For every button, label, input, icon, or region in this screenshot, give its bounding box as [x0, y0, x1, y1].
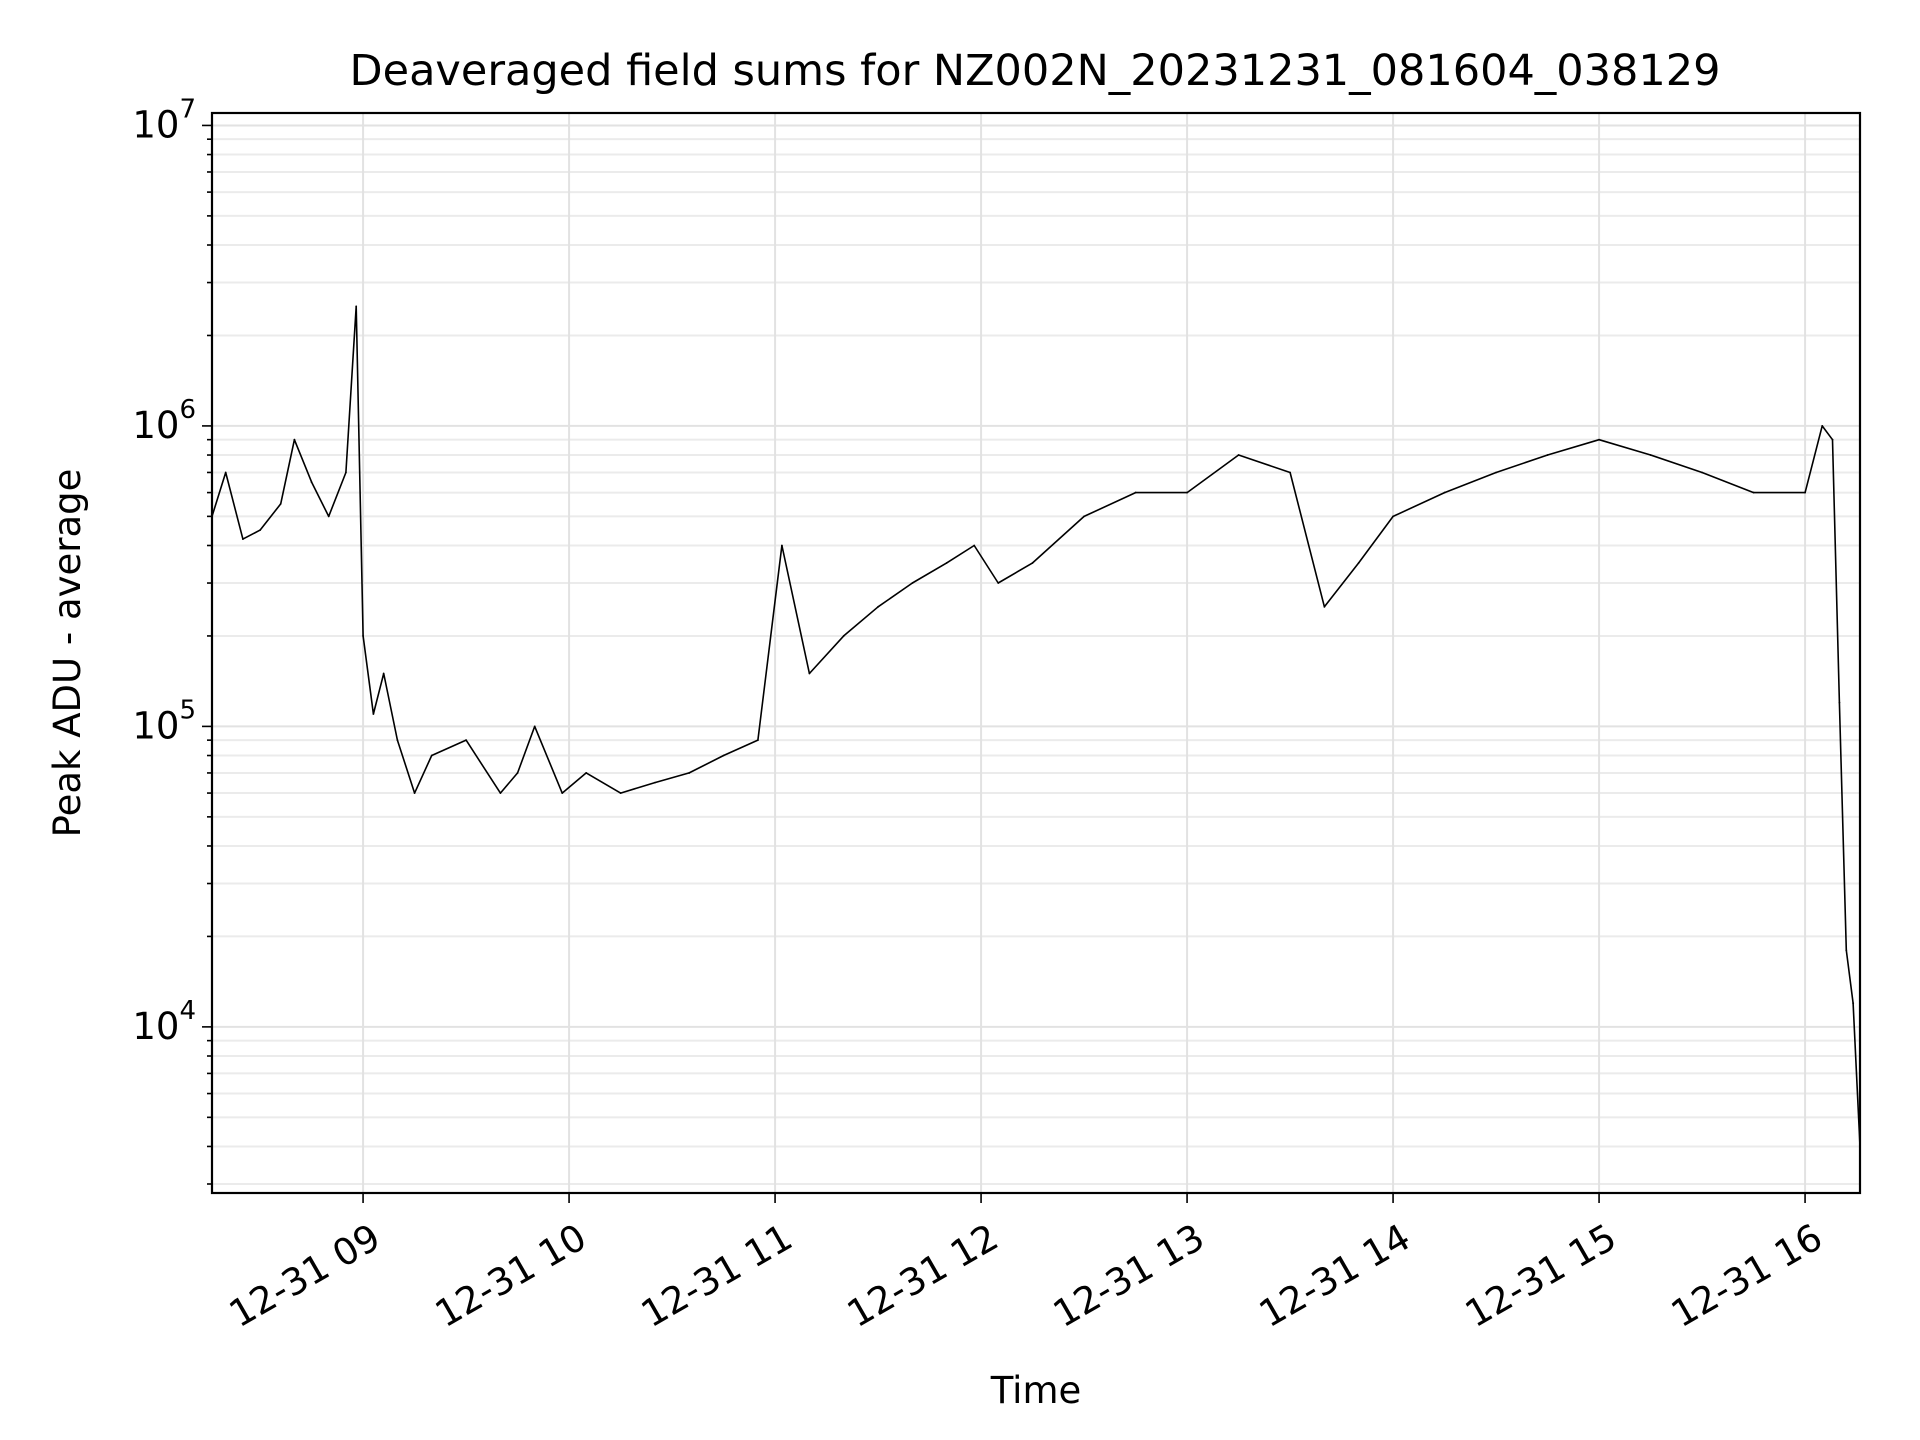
data-point [585, 772, 588, 774]
data-point [310, 481, 313, 484]
data-point [1852, 1002, 1855, 1004]
data-point [757, 739, 759, 742]
data-point [465, 739, 467, 742]
data-point [430, 754, 433, 757]
data-point [973, 544, 976, 547]
data-point [1598, 438, 1600, 441]
data-point [327, 515, 330, 518]
data-point [1831, 438, 1834, 441]
data-layer [211, 305, 1861, 1148]
data-point [1443, 491, 1446, 494]
data-point [1186, 491, 1188, 494]
data-point [1392, 515, 1394, 518]
data-point [654, 781, 656, 784]
data-point [1134, 491, 1137, 494]
data-point [1649, 454, 1652, 456]
data-point [1323, 605, 1326, 608]
data-point [911, 582, 914, 584]
data-point [533, 725, 536, 728]
data-point [877, 605, 879, 608]
y-tick-label: 104 [132, 996, 196, 1048]
data-point [1031, 562, 1034, 564]
data-point [1804, 491, 1806, 494]
data-point [619, 792, 622, 794]
data-point [1821, 425, 1824, 427]
data-point [345, 471, 347, 474]
data-point [293, 438, 296, 441]
data-point [945, 562, 948, 564]
y-tick-label-base: 10 [132, 103, 179, 146]
grid [212, 113, 1860, 1193]
data-point [1237, 454, 1240, 456]
data-point [722, 754, 725, 757]
data-point [499, 792, 502, 794]
data-point [561, 792, 564, 794]
y-tick-label-base: 10 [132, 404, 179, 447]
data-point [1845, 949, 1848, 952]
y-tick-label-exponent: 6 [179, 395, 196, 425]
y-tick-label-base: 10 [132, 1005, 179, 1048]
data-point [781, 544, 783, 547]
x-axis-label: Time [990, 1369, 1082, 1412]
y-tick-label: 105 [132, 695, 196, 747]
y-tick-label: 107 [132, 94, 196, 146]
y-axis-label: Peak ADU - average [46, 469, 89, 838]
data-point [1083, 515, 1085, 518]
y-tick-label-exponent: 4 [179, 996, 196, 1026]
data-point [1289, 471, 1291, 474]
data-point [396, 739, 399, 742]
data-point [413, 792, 416, 794]
data-point [516, 772, 519, 774]
data-point [997, 582, 1000, 584]
data-point [842, 635, 845, 637]
data-point [259, 529, 261, 532]
data-point [279, 503, 282, 505]
series-line [211, 305, 1861, 1147]
y-tick-label-base: 10 [132, 704, 179, 747]
y-tick-label-exponent: 7 [179, 94, 196, 124]
data-point [688, 772, 691, 774]
plot-frame [210, 111, 1862, 1195]
y-tick-label: 106 [132, 395, 196, 447]
data-point [242, 538, 244, 541]
chart-title: Deaveraged field sums for NZ002N_2023123… [350, 46, 1721, 96]
data-point [1357, 562, 1360, 564]
data-point [1701, 471, 1703, 474]
data-point [1495, 471, 1497, 474]
data-point [224, 471, 227, 474]
data-point [355, 305, 358, 308]
data-point [1752, 491, 1755, 494]
data-point [382, 672, 385, 675]
data-point [1838, 701, 1841, 704]
data-point [808, 672, 811, 675]
data-point [362, 635, 364, 637]
data-point [372, 713, 375, 715]
y-tick-label-exponent: 5 [179, 695, 196, 725]
data-point [1546, 454, 1549, 456]
